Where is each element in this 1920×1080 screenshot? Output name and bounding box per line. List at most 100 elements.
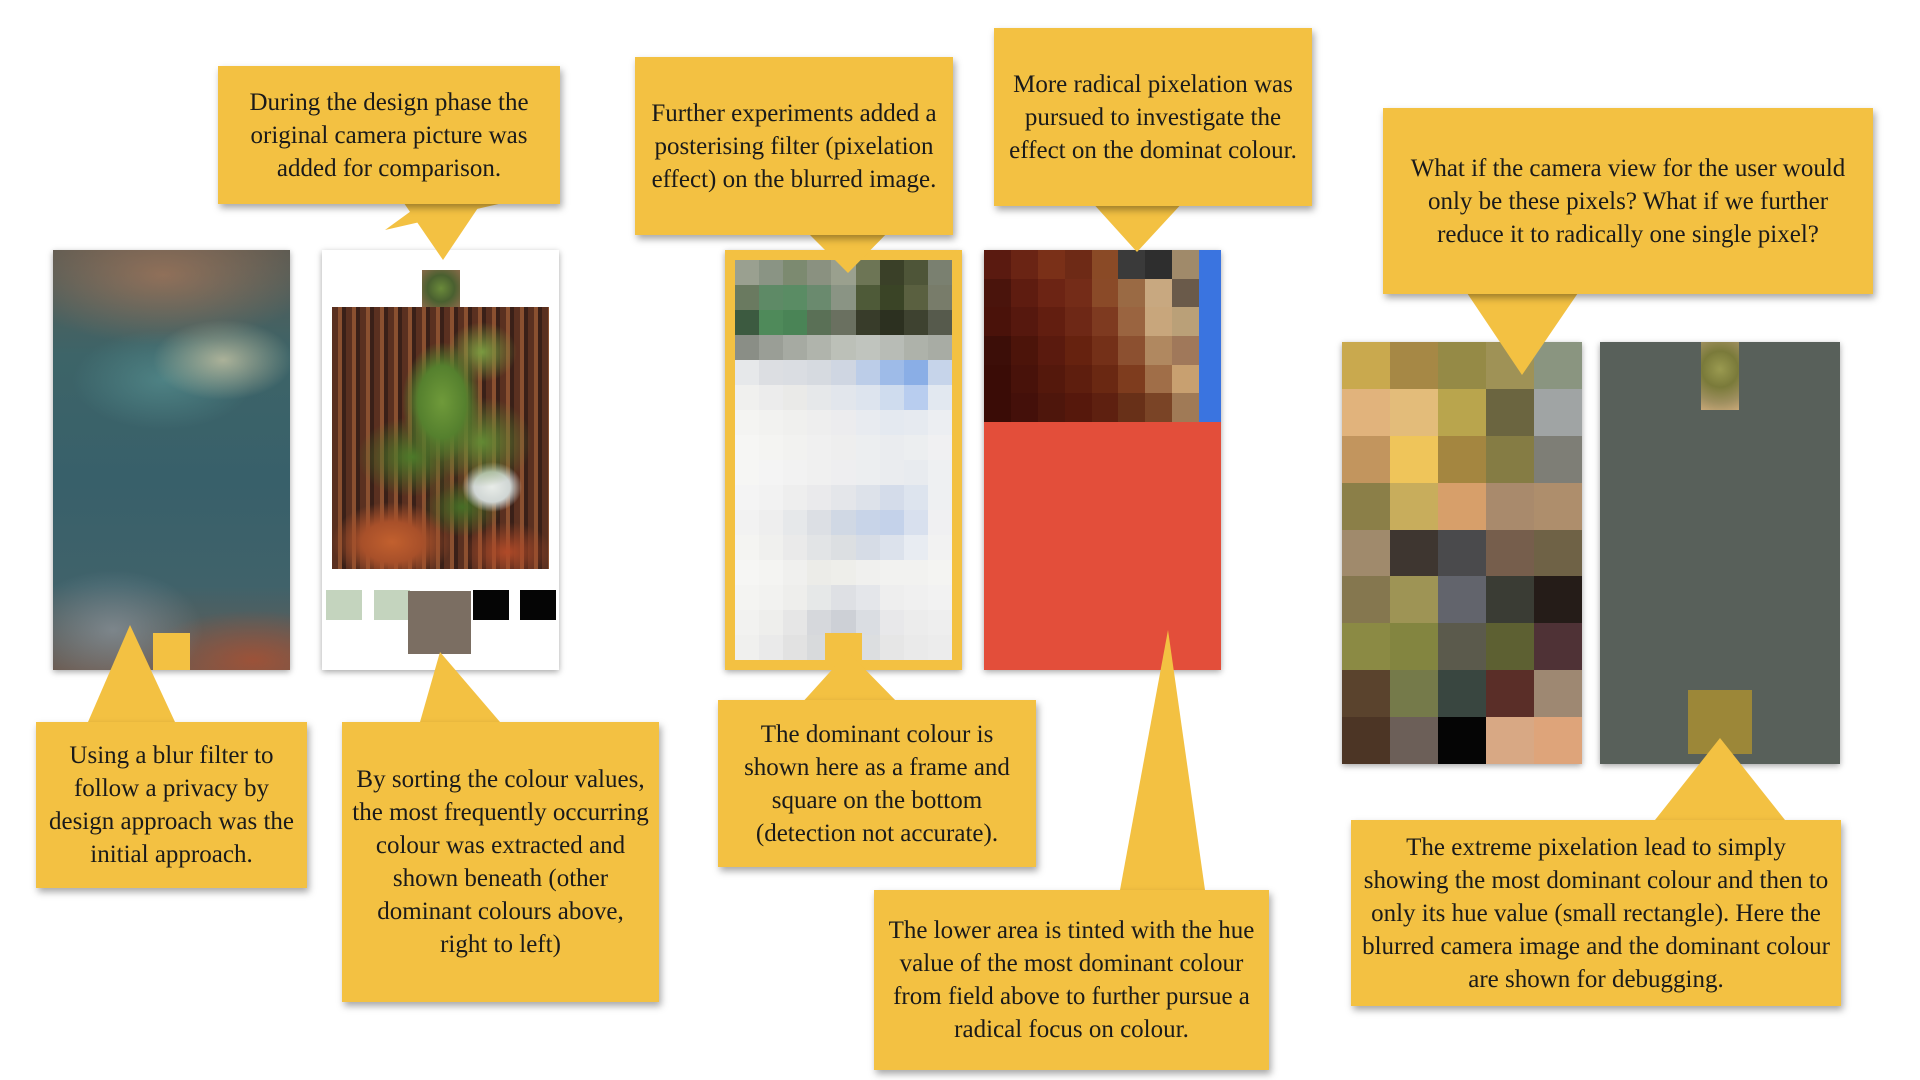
posterised-pixel [927, 285, 952, 310]
posterised-pixel [879, 485, 904, 510]
radical-pixel [1064, 307, 1092, 336]
posterised-pixel [759, 260, 784, 285]
posterised-pixel [903, 410, 928, 435]
posterised-pixel [903, 360, 928, 385]
posterised-pixel [927, 585, 952, 610]
posterised-pixel [903, 635, 928, 660]
posterised-pixel [783, 435, 808, 460]
radical-pixel [1118, 278, 1146, 308]
posterised-pixel [735, 285, 760, 310]
posterised-pixel [927, 335, 952, 360]
posterised-pixel [903, 435, 928, 460]
radical-pixel [1172, 250, 1199, 279]
posterised-pixel [783, 535, 808, 560]
posterised-pixel [855, 335, 880, 360]
posterised-pixel [927, 510, 952, 535]
radical-pixel [1064, 278, 1092, 308]
single-pixel [1486, 388, 1534, 436]
posterised-pixel [783, 485, 808, 510]
radical-pixel [984, 364, 1011, 394]
single-pixel [1342, 435, 1390, 483]
posterised-pixel [735, 585, 760, 610]
swatch-dominant [408, 591, 471, 654]
single-pixel [1534, 717, 1582, 764]
callout-single-pixel: What if the camera view for the user wou… [1383, 108, 1873, 294]
radical-pixel [1037, 278, 1065, 308]
radical-pixel [984, 250, 1011, 279]
posterised-pixel [759, 510, 784, 535]
five-by-nine-grid [1342, 342, 1582, 764]
single-pixel [1390, 435, 1438, 483]
posterised-pixel [783, 360, 808, 385]
posterised-pixel [759, 435, 784, 460]
single-pixel [1390, 529, 1438, 577]
radical-pixel [1118, 393, 1146, 422]
posterised-pixel [759, 360, 784, 385]
hue-tinted-area [984, 422, 1221, 670]
posterised-pixel [783, 385, 808, 410]
radical-pixel [1091, 278, 1119, 308]
radical-pixel [1010, 250, 1038, 279]
single-pixel [1390, 342, 1438, 389]
posterised-pixel [807, 560, 832, 585]
posterised-pixel [807, 310, 832, 335]
posterised-pixel [783, 285, 808, 310]
posterised-pixel [879, 385, 904, 410]
posterised-pixel [903, 460, 928, 485]
callout-sorting-colours: By sorting the colour values, the most f… [342, 722, 659, 1002]
posterised-pixel [807, 535, 832, 560]
single-pixel [1438, 623, 1486, 671]
posterised-pixel [759, 460, 784, 485]
posterised-pixel [855, 385, 880, 410]
posterised-pixel [831, 485, 856, 510]
radical-pixel [1172, 307, 1199, 336]
posterised-pixel [903, 385, 928, 410]
posterised-pixel [831, 510, 856, 535]
posterised-pixel [879, 335, 904, 360]
single-pixel [1390, 482, 1438, 530]
single-pixel [1438, 670, 1486, 718]
posterised-pixel [759, 560, 784, 585]
posterised-pixel [831, 535, 856, 560]
posterised-pixel [759, 610, 784, 635]
debug-camera-thumbnail [1701, 342, 1739, 410]
posterised-pixel [927, 610, 952, 635]
single-pixel [1438, 717, 1486, 764]
radical-pixel [1064, 364, 1092, 394]
radical-pixel [1064, 335, 1092, 365]
posterised-pixel [927, 435, 952, 460]
single-pixel [1438, 388, 1486, 436]
posterised-pixel [927, 385, 952, 410]
single-pixel [1486, 482, 1534, 530]
posterised-pixel [831, 435, 856, 460]
callout-dominant-frame: The dominant colour is shown here as a f… [718, 700, 1036, 867]
posterised-pixel [735, 310, 760, 335]
radical-pixel [1064, 393, 1092, 422]
posterised-pixel [879, 560, 904, 585]
posterised-pixel [735, 260, 760, 285]
radical-pixel [1145, 335, 1173, 365]
radical-pixel [1037, 364, 1065, 394]
posterised-pixel [831, 310, 856, 335]
posterised-pixel [807, 585, 832, 610]
single-pixel [1486, 576, 1534, 624]
posterised-pixel [735, 560, 760, 585]
posterised-pixel [927, 485, 952, 510]
posterised-pixel [735, 360, 760, 385]
single-pixel [1342, 342, 1390, 389]
posterised-pixel [783, 260, 808, 285]
single-pixel [1438, 576, 1486, 624]
single-pixel [1390, 670, 1438, 718]
posterised-pixel [855, 285, 880, 310]
posterised-pixel [855, 435, 880, 460]
dominant-colour-square [153, 633, 190, 670]
radical-pixel [984, 278, 1011, 308]
posterised-pixel [783, 460, 808, 485]
single-pixel [1342, 576, 1390, 624]
posterised-pixel [903, 535, 928, 560]
posterised-pixel [855, 510, 880, 535]
posterised-pixel [783, 560, 808, 585]
posterised-pixel [831, 335, 856, 360]
